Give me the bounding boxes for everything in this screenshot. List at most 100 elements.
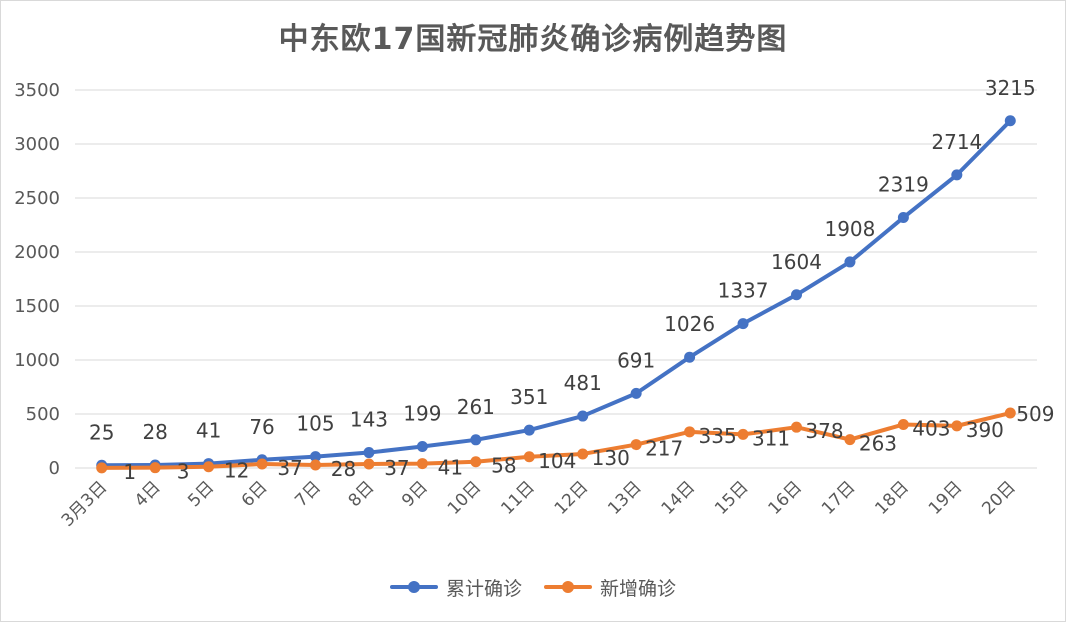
x-tick-label: 12日 bbox=[551, 477, 592, 518]
data-label-cumulative: 28 bbox=[142, 420, 167, 444]
y-tick-label: 500 bbox=[26, 404, 60, 425]
data-label-new: 403 bbox=[912, 416, 950, 440]
data-point-new bbox=[416, 458, 428, 470]
data-point-new bbox=[577, 448, 589, 460]
data-point-new bbox=[791, 421, 802, 433]
data-point-cumulative bbox=[470, 434, 482, 446]
x-tick-label: 11日 bbox=[497, 477, 538, 518]
data-point-cumulative bbox=[630, 387, 642, 399]
x-tick-label: 7日 bbox=[291, 477, 325, 511]
y-tick-label: 1500 bbox=[14, 296, 60, 317]
data-label-new: 12 bbox=[224, 459, 249, 483]
x-tick-label: 9日 bbox=[398, 477, 432, 511]
data-point-new bbox=[684, 426, 696, 438]
data-point-cumulative bbox=[363, 447, 375, 459]
data-label-cumulative: 481 bbox=[564, 371, 602, 395]
data-point-cumulative bbox=[791, 289, 802, 301]
data-label-cumulative: 261 bbox=[457, 395, 495, 419]
data-label-cumulative: 25 bbox=[89, 420, 114, 444]
data-label-new: 104 bbox=[538, 449, 576, 473]
data-point-cumulative bbox=[897, 212, 909, 224]
legend-item-new: 新增确诊 bbox=[544, 574, 676, 601]
data-label-new: 41 bbox=[438, 456, 463, 480]
data-label-new: 311 bbox=[752, 426, 790, 450]
y-tick-label: 2500 bbox=[14, 188, 60, 209]
x-tick-label: 20日 bbox=[978, 477, 1019, 518]
x-tick-label: 18日 bbox=[871, 477, 912, 518]
data-point-new bbox=[897, 418, 909, 430]
x-tick-label: 8日 bbox=[345, 477, 379, 511]
data-label-new: 378 bbox=[805, 419, 843, 443]
data-point-cumulative bbox=[1004, 115, 1016, 127]
legend-swatch-new bbox=[544, 580, 592, 594]
data-point-new bbox=[149, 462, 161, 474]
data-point-cumulative bbox=[951, 169, 963, 181]
data-label-cumulative: 76 bbox=[249, 415, 274, 439]
data-label-new: 58 bbox=[491, 454, 516, 478]
data-label-cumulative: 3215 bbox=[985, 76, 1036, 100]
data-point-new bbox=[96, 462, 108, 474]
legend-item-cumulative: 累计确诊 bbox=[389, 574, 522, 601]
data-point-new bbox=[363, 458, 375, 470]
data-point-new bbox=[737, 428, 749, 440]
data-label-cumulative: 1337 bbox=[718, 279, 769, 303]
data-label-new: 130 bbox=[592, 446, 630, 470]
data-label-cumulative: 1026 bbox=[664, 312, 715, 336]
data-point-new bbox=[844, 434, 856, 446]
data-point-cumulative bbox=[844, 256, 856, 268]
data-label-new: 509 bbox=[1016, 402, 1054, 426]
legend: 累计确诊 新增确诊 bbox=[0, 572, 1066, 602]
legend-label-new: 新增确诊 bbox=[600, 577, 677, 600]
data-label-new: 335 bbox=[699, 424, 737, 448]
data-label-cumulative: 41 bbox=[196, 419, 221, 443]
data-label-new: 37 bbox=[384, 456, 409, 480]
x-tick-label: 13日 bbox=[604, 477, 645, 518]
x-tick-label: 3月3日 bbox=[58, 477, 111, 530]
data-label-new: 3 bbox=[177, 460, 190, 484]
x-tick-label: 19日 bbox=[925, 477, 966, 518]
data-point-new bbox=[203, 461, 215, 473]
data-label-cumulative: 2714 bbox=[931, 130, 982, 154]
data-point-cumulative bbox=[684, 351, 696, 363]
data-label-cumulative: 199 bbox=[403, 402, 441, 426]
data-label-cumulative: 1908 bbox=[824, 217, 875, 241]
x-tick-label: 10日 bbox=[444, 477, 485, 518]
x-tick-label: 16日 bbox=[765, 477, 806, 518]
series-line-new bbox=[99, 411, 1013, 470]
x-tick-label: 15日 bbox=[711, 477, 752, 518]
data-point-new bbox=[630, 439, 642, 451]
y-tick-label: 1000 bbox=[14, 350, 60, 371]
data-label-cumulative: 105 bbox=[296, 412, 334, 436]
data-label-new: 28 bbox=[331, 457, 356, 481]
x-tick-label: 14日 bbox=[658, 477, 699, 518]
data-point-new bbox=[951, 420, 963, 432]
data-label-cumulative: 2319 bbox=[878, 173, 929, 197]
data-point-cumulative bbox=[737, 318, 749, 330]
legend-label-cumulative: 累计确诊 bbox=[445, 577, 522, 600]
y-tick-label: 0 bbox=[49, 458, 60, 479]
data-label-new: 1 bbox=[123, 460, 136, 484]
data-label-cumulative: 691 bbox=[617, 348, 655, 372]
data-point-new bbox=[523, 451, 535, 463]
data-point-new bbox=[1004, 407, 1016, 419]
y-tick-label: 3500 bbox=[14, 80, 60, 101]
data-label-new: 217 bbox=[645, 437, 683, 461]
data-point-new bbox=[256, 458, 268, 470]
data-label-cumulative: 1604 bbox=[771, 250, 822, 274]
data-label-new: 37 bbox=[277, 456, 302, 480]
y-tick-label: 2000 bbox=[14, 242, 60, 263]
data-point-cumulative bbox=[310, 451, 321, 463]
data-point-cumulative bbox=[523, 424, 535, 436]
data-label-new: 390 bbox=[966, 418, 1004, 442]
x-tick-label: 17日 bbox=[818, 477, 859, 518]
data-point-cumulative bbox=[577, 410, 589, 422]
y-tick-label: 3000 bbox=[14, 134, 60, 155]
series-line-cumulative bbox=[99, 118, 1013, 468]
data-label-new: 263 bbox=[859, 432, 897, 456]
data-label-cumulative: 143 bbox=[350, 408, 388, 432]
data-point-new bbox=[470, 456, 482, 468]
chart-title: 中东欧17国新冠肺炎确诊病例趋势图 bbox=[278, 22, 788, 57]
data-label-cumulative: 351 bbox=[510, 385, 548, 409]
